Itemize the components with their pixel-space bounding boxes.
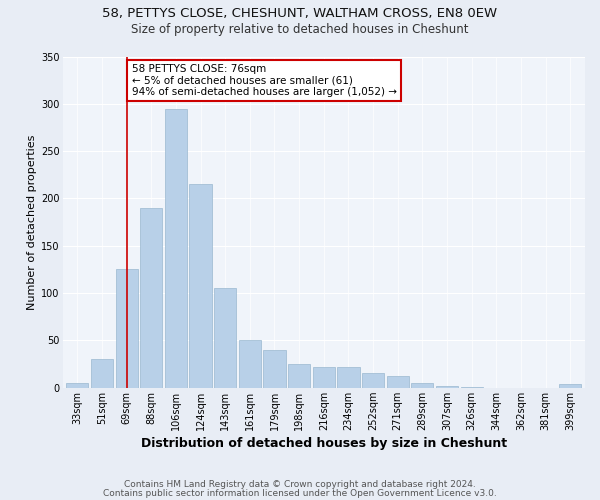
Bar: [116, 270, 138, 388]
Text: Contains public sector information licensed under the Open Government Licence v3: Contains public sector information licen…: [103, 488, 497, 498]
Bar: [239, 340, 261, 388]
Text: Size of property relative to detached houses in Cheshunt: Size of property relative to detached ho…: [131, 22, 469, 36]
Bar: [386, 376, 409, 388]
Bar: [362, 372, 384, 388]
Text: Contains HM Land Registry data © Crown copyright and database right 2024.: Contains HM Land Registry data © Crown c…: [124, 480, 476, 489]
Bar: [436, 386, 458, 388]
Bar: [190, 184, 212, 388]
Text: 58, PETTYS CLOSE, CHESHUNT, WALTHAM CROSS, EN8 0EW: 58, PETTYS CLOSE, CHESHUNT, WALTHAM CROS…: [103, 8, 497, 20]
Bar: [140, 208, 163, 388]
Bar: [263, 350, 286, 388]
Bar: [91, 360, 113, 388]
Bar: [165, 108, 187, 388]
X-axis label: Distribution of detached houses by size in Cheshunt: Distribution of detached houses by size …: [141, 437, 507, 450]
Y-axis label: Number of detached properties: Number of detached properties: [27, 134, 37, 310]
Text: 58 PETTYS CLOSE: 76sqm
← 5% of detached houses are smaller (61)
94% of semi-deta: 58 PETTYS CLOSE: 76sqm ← 5% of detached …: [131, 64, 397, 98]
Bar: [288, 364, 310, 388]
Bar: [559, 384, 581, 388]
Bar: [337, 367, 359, 388]
Bar: [313, 367, 335, 388]
Bar: [214, 288, 236, 388]
Bar: [66, 383, 88, 388]
Bar: [411, 383, 433, 388]
Bar: [461, 387, 483, 388]
